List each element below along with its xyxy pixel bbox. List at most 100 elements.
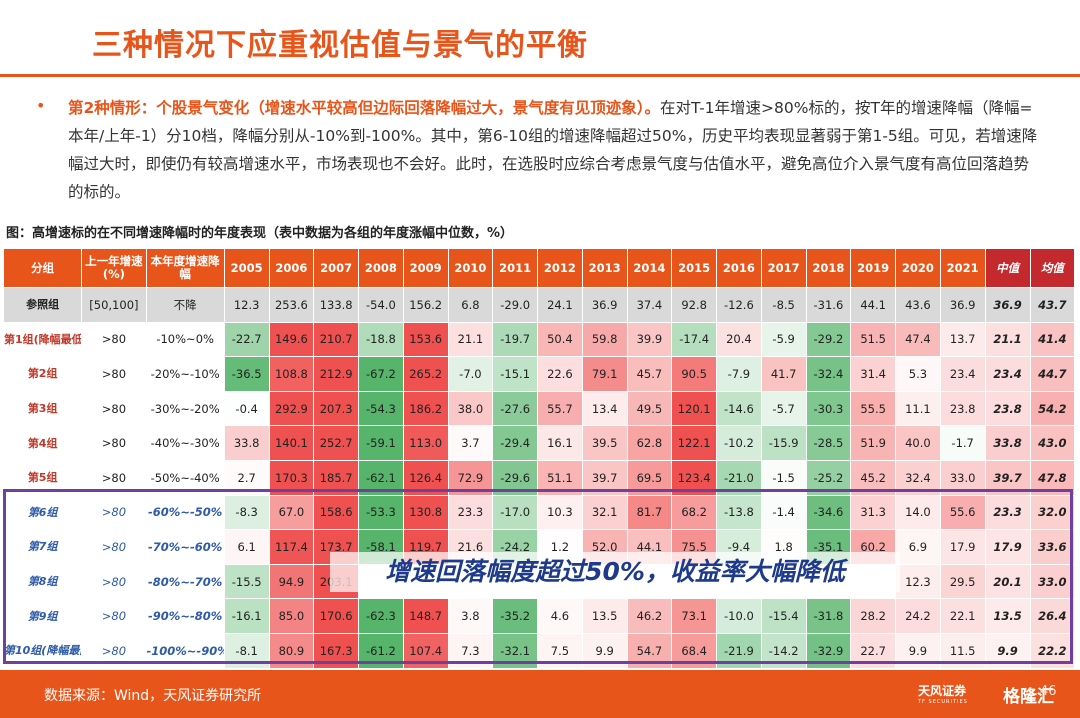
logo-text: 天风证券 bbox=[918, 684, 967, 698]
value-cell: -8.5 bbox=[760, 287, 807, 323]
value-cell: 22.1 bbox=[939, 598, 986, 634]
value-cell: 11.1 bbox=[895, 390, 941, 427]
median-cell: 9.9 bbox=[984, 632, 1031, 669]
median-cell: 39.7 bbox=[984, 459, 1031, 496]
value-cell: -32.1 bbox=[492, 632, 539, 669]
value-cell: -28.5 bbox=[805, 425, 852, 461]
table-row: 第10组(降幅最高)>80-100%~-90%-8.180.9167.3-61.… bbox=[2, 632, 1076, 669]
value-cell: 41.7 bbox=[760, 356, 807, 392]
value-cell: 1.8 bbox=[760, 529, 807, 565]
value-cell: -21.9 bbox=[716, 632, 762, 669]
decline-range-cell: -20%~-10% bbox=[145, 356, 225, 392]
table-row: 参照组 [50,100] 不降 12.3 253.6 133.8 -54.0 156.2 6.8… bbox=[2, 287, 1076, 323]
value-cell: 73.1 bbox=[671, 598, 718, 634]
value-cell: 133.8 bbox=[313, 287, 360, 323]
table-header-row: 分组 上一年增速(%) 本年度增速降幅 2005 2006 2007 2008 2009 201… bbox=[2, 248, 1076, 288]
value-cell: 292.9 bbox=[268, 390, 315, 427]
performance-table: 分组 上一年增速(%) 本年度增速降幅 2005 2006 2007 2008 2009 201… bbox=[2, 248, 1076, 669]
value-cell: -14.2 bbox=[760, 632, 807, 669]
value-cell: 12.3 bbox=[223, 287, 270, 323]
value-cell: 22.7 bbox=[850, 632, 897, 669]
value-cell: 22.6 bbox=[537, 356, 583, 392]
value-cell: 3.7 bbox=[447, 425, 494, 461]
value-cell: 51.5 bbox=[850, 321, 897, 358]
value-cell: 122.1 bbox=[671, 425, 718, 461]
value-cell: -9.4 bbox=[716, 529, 762, 565]
value-cell: 4.6 bbox=[537, 598, 583, 634]
value-cell: -35.2 bbox=[492, 598, 539, 634]
page-number: 46 bbox=[1040, 684, 1057, 699]
value-cell: 17.9 bbox=[939, 529, 986, 565]
median-cell: 20.1 bbox=[984, 563, 1031, 600]
value-cell: 67.0 bbox=[268, 494, 315, 531]
value-cell: 90.5 bbox=[671, 356, 718, 392]
value-cell: -1.7 bbox=[939, 425, 986, 461]
value-cell bbox=[805, 563, 852, 600]
mean-cell: 41.4 bbox=[1029, 321, 1076, 358]
value-cell: 85.0 bbox=[268, 598, 315, 634]
value-cell bbox=[850, 563, 897, 600]
value-cell: 52.0 bbox=[581, 529, 628, 565]
bullet-marker: • bbox=[36, 96, 46, 115]
value-cell: -13.8 bbox=[716, 494, 762, 531]
median-cell: 23.4 bbox=[984, 356, 1031, 392]
value-cell: -35.1 bbox=[805, 529, 852, 565]
value-cell: 107.4 bbox=[402, 632, 449, 669]
value-cell: -61.2 bbox=[358, 632, 404, 669]
table-row: 第3组 >80 -30%~-20% -0.4 292.9 207.3 -54.3 186.2 3… bbox=[2, 390, 1076, 427]
value-cell: 117.4 bbox=[268, 529, 315, 565]
value-cell: 68.4 bbox=[671, 632, 718, 669]
value-cell: 62.8 bbox=[626, 425, 673, 461]
value-cell: 69.5 bbox=[626, 459, 673, 496]
value-cell: 33.8 bbox=[223, 425, 270, 461]
mean-cell: 54.2 bbox=[1029, 390, 1076, 427]
value-cell bbox=[492, 563, 539, 600]
value-cell: -7.9 bbox=[716, 356, 762, 392]
table-row: 第9组 >80 -90%~-80% -16.1 85.0 170.6 -62.3 148.7 3… bbox=[2, 598, 1076, 634]
value-cell: 16.1 bbox=[537, 425, 583, 461]
decline-range-cell: -100%~-90% bbox=[145, 632, 225, 669]
value-cell: 207.3 bbox=[313, 390, 360, 427]
value-cell: -7.0 bbox=[447, 356, 494, 392]
prev-growth-cell: [50,100] bbox=[81, 287, 147, 323]
value-cell: 108.8 bbox=[268, 356, 315, 392]
value-cell: 11.5 bbox=[939, 632, 986, 669]
prev-growth-cell: >80 bbox=[81, 356, 147, 392]
value-cell: 158.6 bbox=[313, 494, 360, 531]
value-cell bbox=[626, 563, 673, 600]
median-cell: 23.8 bbox=[984, 390, 1031, 427]
value-cell: 32.1 bbox=[581, 494, 628, 531]
value-cell: -32.4 bbox=[805, 356, 852, 392]
prev-growth-cell: >80 bbox=[81, 632, 147, 669]
value-cell: -1.5 bbox=[760, 459, 807, 496]
decline-range-cell: -40%~-30% bbox=[145, 425, 225, 461]
value-cell bbox=[537, 563, 583, 600]
prev-growth-cell: >80 bbox=[81, 494, 147, 531]
value-cell: -22.7 bbox=[223, 321, 270, 358]
group-label: 第10组(降幅最高) bbox=[2, 632, 83, 669]
column-header: 分组 bbox=[2, 248, 83, 288]
value-cell: 13.5 bbox=[581, 598, 628, 634]
value-cell: 148.7 bbox=[402, 598, 449, 634]
value-cell: 153.6 bbox=[402, 321, 449, 358]
value-cell: 119.7 bbox=[402, 529, 449, 565]
decline-range-cell: -50%~-40% bbox=[145, 459, 225, 496]
value-cell: 55.5 bbox=[850, 390, 897, 427]
value-cell: 212.9 bbox=[313, 356, 360, 392]
mean-cell: 43.0 bbox=[1029, 425, 1076, 461]
column-header: 2019 bbox=[850, 248, 897, 288]
value-cell: 44.1 bbox=[850, 287, 897, 323]
value-cell: 50.4 bbox=[537, 321, 583, 358]
mean-cell: 44.7 bbox=[1029, 356, 1076, 392]
value-cell: 6.1 bbox=[223, 529, 270, 565]
group-label: 第1组(降幅最低) bbox=[2, 321, 83, 358]
value-cell: -1.4 bbox=[760, 494, 807, 531]
mean-cell: 26.4 bbox=[1029, 598, 1076, 634]
value-cell: 140.1 bbox=[268, 425, 315, 461]
value-cell: 265.2 bbox=[402, 356, 449, 392]
value-cell: -17.0 bbox=[492, 494, 539, 531]
value-cell: 45.2 bbox=[850, 459, 897, 496]
value-cell: 37.4 bbox=[626, 287, 673, 323]
value-cell: -15.4 bbox=[760, 598, 807, 634]
value-cell: 31.3 bbox=[850, 494, 897, 531]
